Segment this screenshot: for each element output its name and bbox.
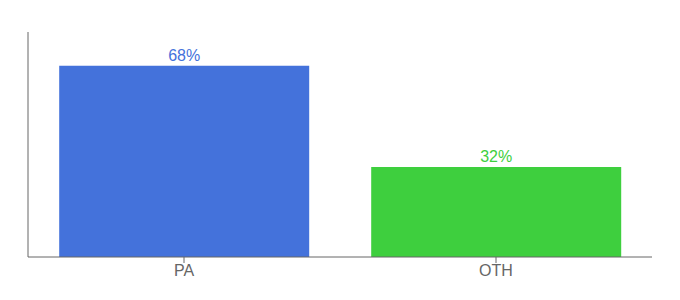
svg-text:PA: PA: [174, 262, 194, 279]
svg-text:68%: 68%: [168, 47, 200, 64]
svg-text:32%: 32%: [480, 148, 512, 165]
svg-text:OTH: OTH: [479, 262, 513, 279]
